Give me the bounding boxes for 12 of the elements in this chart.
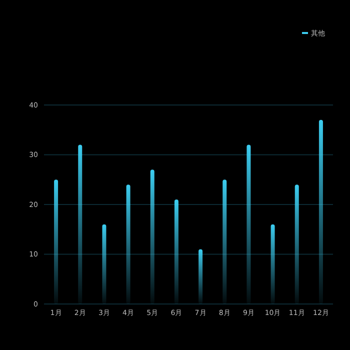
bar (294, 184, 299, 304)
bar (198, 249, 203, 304)
bar (102, 224, 106, 304)
bar (246, 144, 251, 304)
bar (126, 184, 130, 304)
bar (318, 120, 323, 304)
bar (150, 170, 154, 304)
bar (270, 224, 275, 304)
bar (78, 144, 82, 304)
bar (54, 180, 58, 304)
bar (222, 180, 227, 304)
bar (174, 200, 178, 304)
